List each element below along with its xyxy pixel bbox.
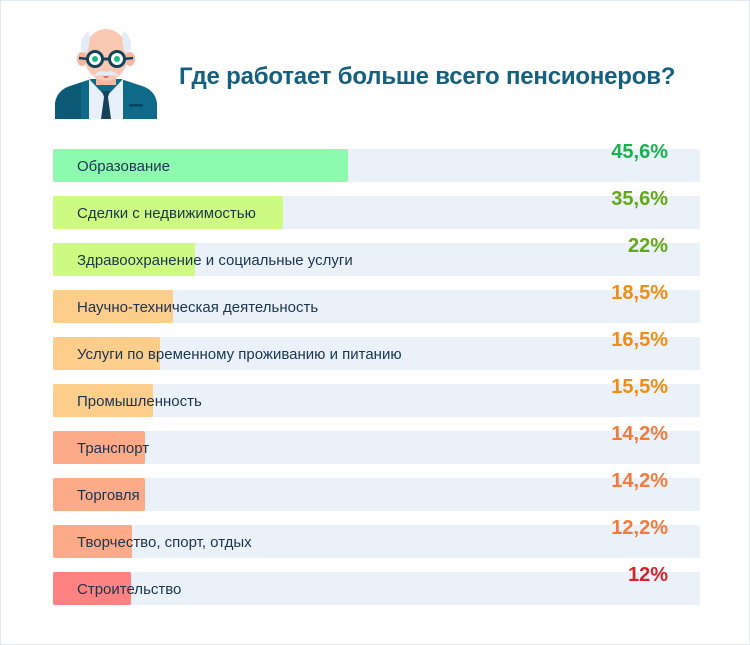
bar-fill <box>53 290 173 323</box>
bar-value: 22% <box>627 235 668 257</box>
bar-fill <box>53 431 145 464</box>
bar-track <box>53 572 700 605</box>
bar-fill <box>53 149 348 182</box>
bar-label: Сделки с недвижимостью <box>77 205 256 222</box>
bar-label: Услуги по временному проживанию и питани… <box>77 346 402 363</box>
chart-title: Где работает больше всего пенсионеров? <box>179 63 676 90</box>
bar-value: 12% <box>627 564 668 586</box>
bar-row: Образование 45,6% <box>53 141 700 182</box>
bar-track <box>53 431 700 464</box>
bar-row: Торговля 14,2% <box>53 470 700 511</box>
bar-fill <box>53 196 283 229</box>
bar-label: Промышленность <box>77 393 202 410</box>
bar-row: Промышленность 15,5% <box>53 376 700 417</box>
bar-row: Здравоохранение и социальные услуги 22% <box>53 235 700 276</box>
bar-value: 12,2% <box>611 517 668 539</box>
bar-row: Транспорт 14,2% <box>53 423 700 464</box>
bar-fill <box>53 384 153 417</box>
bar-value: 14,2% <box>611 423 668 445</box>
bar-chart: Образование 45,6% Сделки с недвижимостью… <box>53 141 700 619</box>
bar-fill <box>53 337 160 370</box>
bar-value: 45,6% <box>611 141 668 163</box>
bar-value: 18,5% <box>611 282 668 304</box>
bar-label: Научно-техническая деятельность <box>77 299 319 316</box>
bar-row: Творчество, спорт, отдых 12,2% <box>53 517 700 558</box>
bar-track <box>53 525 700 558</box>
bar-track <box>53 478 700 511</box>
bar-row: Услуги по временному проживанию и питани… <box>53 329 700 370</box>
bar-label: Творчество, спорт, отдых <box>77 534 252 551</box>
bar-fill <box>53 572 131 605</box>
bar-value: 14,2% <box>611 470 668 492</box>
bar-fill <box>53 478 145 511</box>
bar-row: Строительство 12% <box>53 564 700 605</box>
bar-row: Научно-техническая деятельность 18,5% <box>53 282 700 323</box>
bar-label: Транспорт <box>77 440 150 457</box>
bar-fill <box>53 243 195 276</box>
elderly-man-avatar-icon <box>55 29 157 119</box>
bar-value: 16,5% <box>611 329 668 351</box>
bar-value: 15,5% <box>611 376 668 398</box>
bar-track <box>53 384 700 417</box>
bar-fill <box>53 525 132 558</box>
bar-label: Образование <box>77 158 170 175</box>
bar-label: Торговля <box>77 487 140 504</box>
bar-track <box>53 337 700 370</box>
bar-label: Строительство <box>77 581 182 598</box>
bar-row: Сделки с недвижимостью 35,6% <box>53 188 700 229</box>
bar-label: Здравоохранение и социальные услуги <box>77 252 353 269</box>
bar-value: 35,6% <box>611 188 668 210</box>
